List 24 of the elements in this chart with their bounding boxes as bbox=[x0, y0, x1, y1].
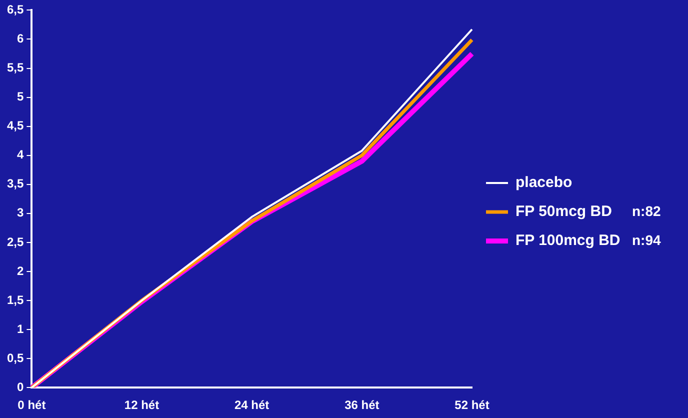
y-tick-label: 3 bbox=[16, 206, 24, 220]
y-tick-label: 5,5 bbox=[6, 60, 24, 75]
y-tick-label: 5 bbox=[16, 90, 24, 104]
text: n:82 bbox=[632, 202, 661, 219]
y-tick-label: 6 bbox=[16, 32, 24, 46]
x-tick-label: 0 hét bbox=[18, 398, 46, 412]
legend-label: placebo bbox=[516, 174, 572, 192]
y-tick-label: 0 bbox=[16, 380, 24, 394]
legend-label: FP 50mcg BD bbox=[516, 203, 612, 220]
y-tick-label: 1 bbox=[16, 322, 24, 336]
y-tick-label: 2,5 bbox=[6, 234, 24, 249]
legend-label: FP 100mcg BD bbox=[516, 232, 620, 250]
x-tick-label: 52 hét bbox=[454, 398, 490, 412]
x-tick-label: 12 hét bbox=[124, 398, 160, 412]
y-tick-label: 3,5 bbox=[6, 176, 24, 191]
y-tick-label: 2 bbox=[16, 264, 24, 278]
text: n:94 bbox=[632, 232, 661, 248]
x-tick-label: 36 hét bbox=[344, 398, 380, 412]
y-tick-label: 4 bbox=[16, 148, 24, 162]
x-tick-label: 24 hét bbox=[234, 398, 270, 412]
y-tick-label: 6,5 bbox=[6, 2, 24, 17]
y-tick-label: 0,5 bbox=[6, 350, 24, 365]
y-tick-label: 1,5 bbox=[6, 292, 24, 307]
y-tick-label: 4,5 bbox=[6, 118, 24, 133]
